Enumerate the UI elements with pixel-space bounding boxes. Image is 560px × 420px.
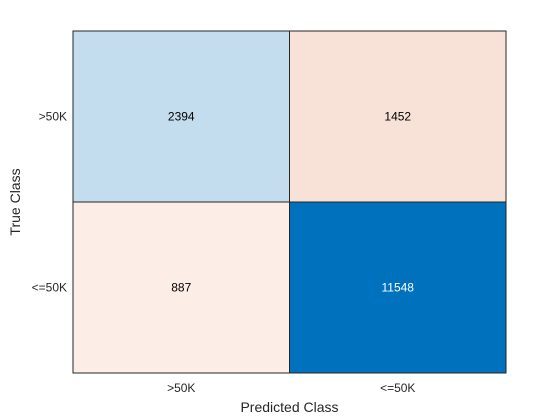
x-tick-labels: >50K <=50K bbox=[167, 381, 415, 395]
y-tick-label: >50K bbox=[39, 110, 67, 124]
matrix-cell-1-0 bbox=[72, 201, 290, 374]
cell-value-0-1: 1452 bbox=[384, 110, 411, 124]
matrix-cell-0-0 bbox=[72, 30, 290, 203]
y-axis-label: True Class bbox=[7, 168, 23, 235]
y-tick-label: <=50K bbox=[32, 281, 67, 295]
cell-value-0-0: 2394 bbox=[168, 110, 195, 124]
cell-value-1-0: 887 bbox=[171, 281, 191, 295]
y-tick-labels: >50K <=50K bbox=[32, 110, 67, 295]
x-axis-label: Predicted Class bbox=[240, 399, 338, 415]
matrix-cell-1-1 bbox=[289, 201, 507, 374]
cell-value-1-1: 11548 bbox=[382, 281, 415, 295]
matrix-cells: 2394 1452 887 11548 bbox=[72, 30, 507, 374]
x-tick-label: <=50K bbox=[380, 381, 415, 395]
plot-frame bbox=[72, 30, 507, 374]
x-tick-label: >50K bbox=[167, 381, 195, 395]
matrix-cell-0-1 bbox=[289, 30, 507, 203]
